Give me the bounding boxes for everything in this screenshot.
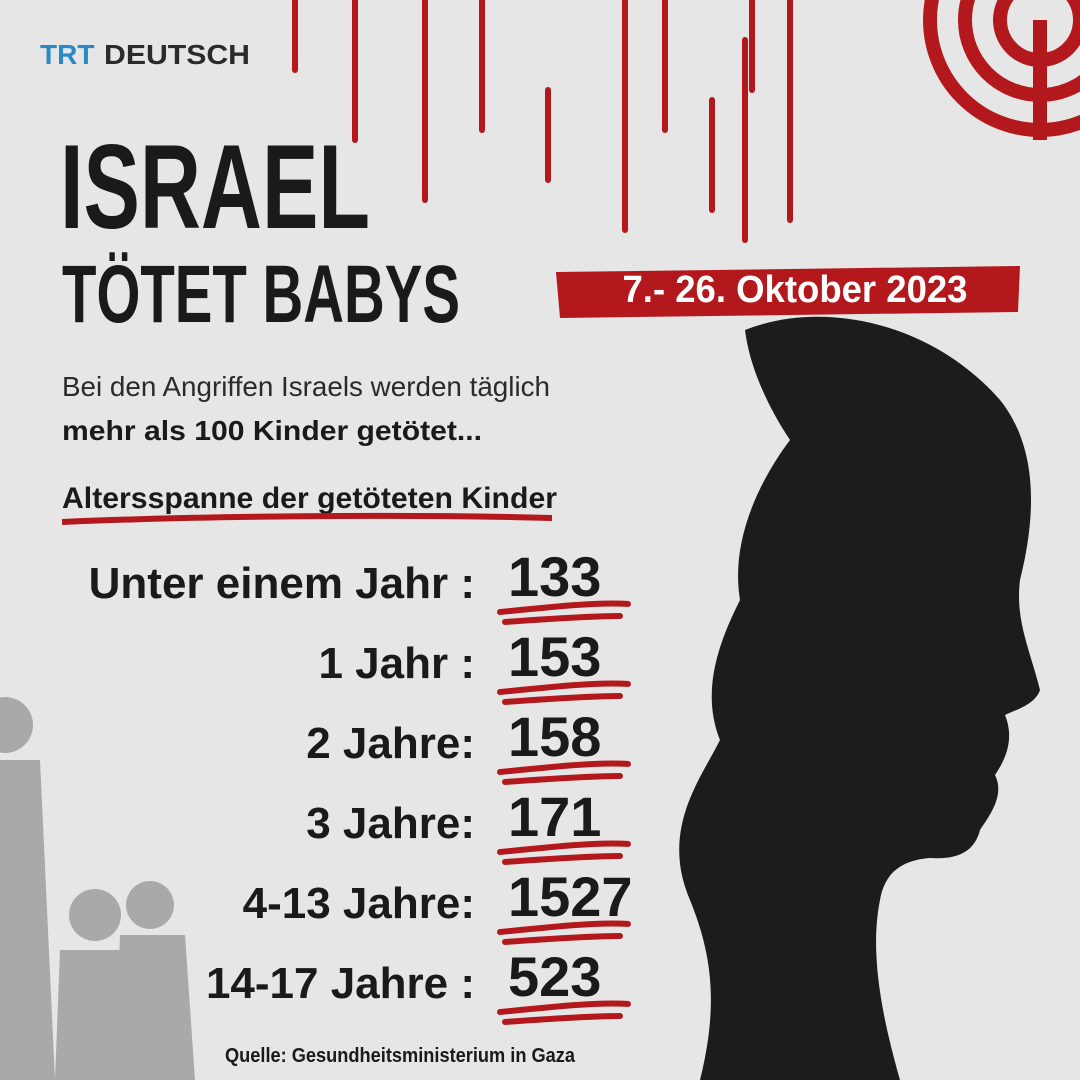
row-value: 158 — [508, 705, 601, 768]
menorah — [923, 0, 1080, 140]
headline-line1: ISRAEL — [60, 120, 370, 254]
blood-drips — [292, 0, 793, 243]
section-underline — [61, 512, 553, 525]
row-label: 3 Jahre: — [306, 799, 475, 848]
row-value: 1527 — [508, 865, 633, 928]
date: 7.- 26. Oktober 2023 — [623, 269, 968, 311]
logo-deutsch: DEUTSCH — [104, 39, 250, 70]
source: Quelle: Gesundheitsministerium in Gaza — [225, 1045, 576, 1067]
value-underline — [497, 760, 631, 785]
row-label: 2 Jahre: — [306, 719, 475, 768]
row-label: Unter einem Jahr : — [89, 559, 475, 608]
row-value: 523 — [508, 945, 601, 1008]
row-value: 171 — [508, 785, 601, 848]
logo-trt: TRT — [40, 39, 94, 70]
value-underline — [497, 600, 631, 625]
row-value: 133 — [508, 545, 601, 608]
rows: Unter einem Jahr : 133 1 Jahr : 153 2 Jahre:… — [89, 545, 633, 1025]
value-underline — [497, 840, 631, 865]
intro-line2: mehr als 100 Kinder getötet... — [62, 415, 482, 446]
intro-line1: Bei den Angriffen Israels werden täglich — [62, 371, 550, 402]
value-underline — [497, 1000, 631, 1025]
value-underline — [497, 920, 631, 945]
date-banner — [556, 266, 1020, 318]
row-label: 1 Jahr : — [318, 639, 475, 688]
section-title: Altersspanne der getöteten Kinder — [62, 482, 557, 515]
row-value: 153 — [508, 625, 601, 688]
headline-line2: TÖTET BABYS — [62, 249, 460, 340]
value-underline — [497, 680, 631, 705]
row-label: 14-17 Jahre : — [206, 959, 475, 1008]
head-silhouette — [679, 316, 1040, 1080]
row-label: 4-13 Jahre: — [243, 879, 475, 928]
refugee-figures — [0, 697, 195, 1080]
